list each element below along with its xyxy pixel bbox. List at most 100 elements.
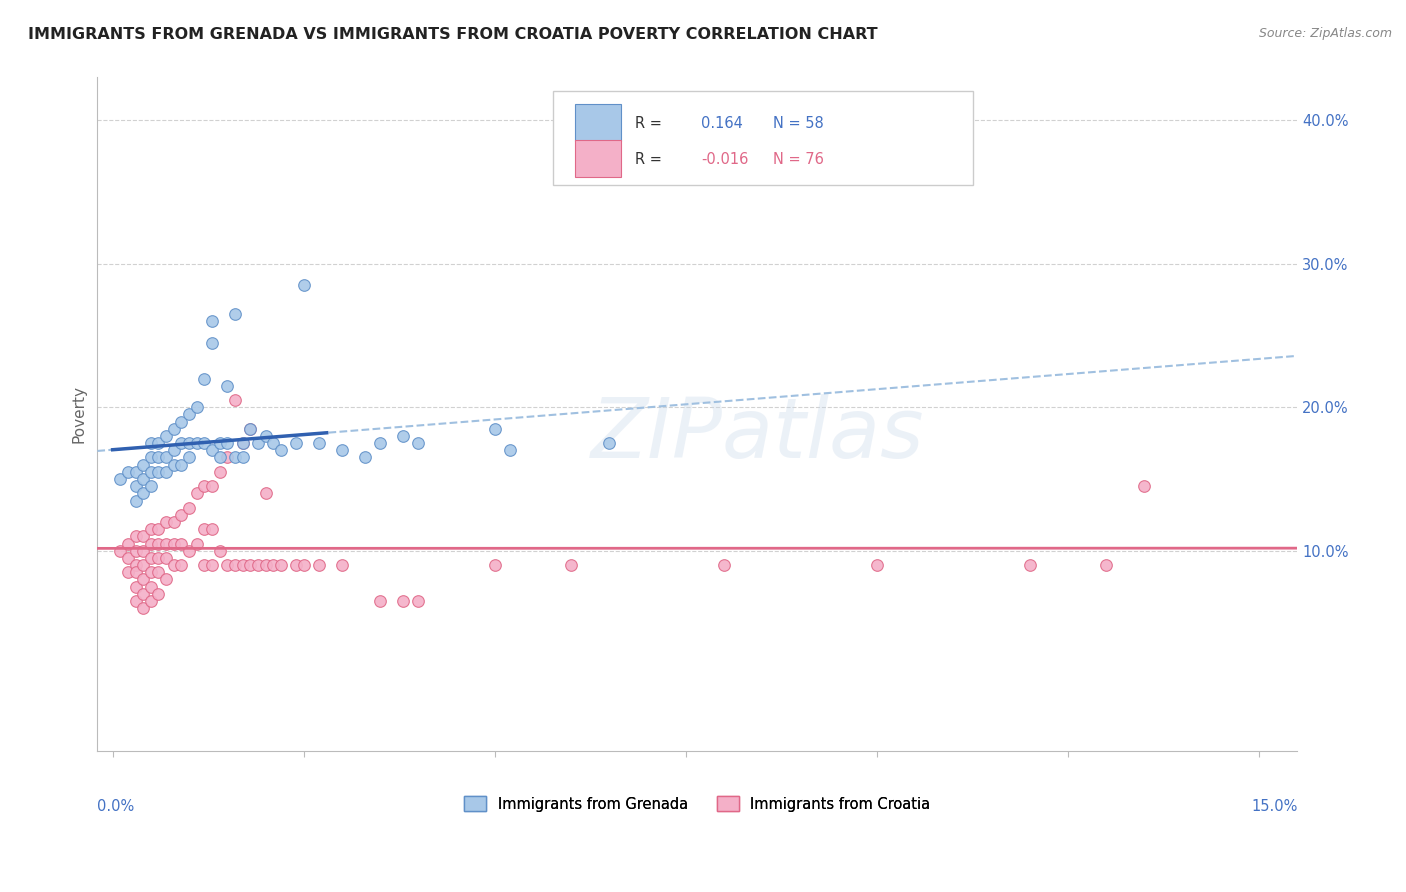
Point: [254, 558, 277, 572]
Point: [139, 479, 162, 493]
Point: [368, 436, 391, 450]
Point: [408, 436, 430, 450]
Point: [1133, 479, 1156, 493]
Point: [124, 479, 146, 493]
Point: [392, 594, 415, 608]
Point: [124, 465, 146, 479]
Point: [186, 486, 208, 500]
Point: [148, 587, 170, 601]
Point: [132, 472, 155, 486]
Point: [254, 486, 277, 500]
Point: [193, 479, 215, 493]
Point: [148, 450, 170, 465]
Point: [713, 558, 735, 572]
Point: [285, 436, 308, 450]
Point: [201, 479, 224, 493]
Point: [239, 558, 262, 572]
Point: [292, 558, 315, 572]
Point: [170, 436, 193, 450]
Point: [148, 465, 170, 479]
Point: [163, 443, 186, 458]
Text: 0.164: 0.164: [702, 116, 742, 131]
Point: [560, 558, 582, 572]
Text: ZIPatlas: ZIPatlas: [591, 394, 924, 475]
Point: [239, 422, 262, 436]
Point: [139, 522, 162, 536]
Point: [270, 443, 292, 458]
Point: [201, 558, 224, 572]
Point: [124, 558, 146, 572]
Point: [177, 450, 200, 465]
Point: [217, 378, 239, 392]
Point: [170, 508, 193, 522]
Point: [254, 429, 277, 443]
Point: [110, 543, 132, 558]
Point: [224, 393, 246, 408]
Y-axis label: Poverty: Poverty: [72, 385, 86, 443]
Text: -0.016: -0.016: [702, 153, 748, 167]
Point: [139, 580, 162, 594]
Point: [499, 443, 522, 458]
Text: Source: ZipAtlas.com: Source: ZipAtlas.com: [1258, 27, 1392, 40]
Point: [177, 543, 200, 558]
Point: [201, 335, 224, 350]
Bar: [575, 140, 620, 178]
Point: [124, 543, 146, 558]
Text: R =: R =: [636, 116, 666, 131]
Point: [201, 522, 224, 536]
Point: [224, 307, 246, 321]
Point: [132, 543, 155, 558]
Point: [308, 436, 330, 450]
Point: [1018, 558, 1040, 572]
Point: [139, 465, 162, 479]
Point: [124, 529, 146, 543]
Point: [117, 565, 139, 579]
Point: [232, 436, 254, 450]
Point: [285, 558, 308, 572]
Point: [246, 436, 269, 450]
Text: N = 58: N = 58: [773, 116, 824, 131]
Point: [170, 558, 193, 572]
Text: N = 76: N = 76: [773, 153, 824, 167]
Point: [139, 436, 162, 450]
Point: [170, 536, 193, 550]
Point: [193, 558, 215, 572]
Point: [330, 558, 353, 572]
Point: [232, 558, 254, 572]
Point: [163, 515, 186, 529]
Point: [132, 558, 155, 572]
Point: [217, 558, 239, 572]
Point: [224, 558, 246, 572]
Point: [177, 436, 200, 450]
Point: [124, 493, 146, 508]
Point: [117, 550, 139, 565]
Point: [330, 443, 353, 458]
Legend: Immigrants from Grenada, Immigrants from Croatia: Immigrants from Grenada, Immigrants from…: [464, 797, 931, 812]
Point: [262, 558, 284, 572]
Point: [139, 450, 162, 465]
Point: [155, 550, 177, 565]
Point: [132, 458, 155, 472]
Point: [368, 594, 391, 608]
Text: R =: R =: [636, 153, 666, 167]
Point: [177, 408, 200, 422]
Point: [392, 429, 415, 443]
Point: [139, 536, 162, 550]
Point: [308, 558, 330, 572]
Text: 0.0%: 0.0%: [97, 798, 135, 814]
Point: [224, 450, 246, 465]
Point: [148, 536, 170, 550]
Point: [217, 436, 239, 450]
Point: [132, 601, 155, 615]
Point: [354, 450, 377, 465]
Point: [239, 422, 262, 436]
Point: [208, 543, 231, 558]
Point: [163, 536, 186, 550]
Point: [132, 587, 155, 601]
Point: [124, 565, 146, 579]
Point: [484, 422, 506, 436]
Point: [163, 422, 186, 436]
Point: [155, 429, 177, 443]
Point: [186, 536, 208, 550]
Point: [408, 594, 430, 608]
